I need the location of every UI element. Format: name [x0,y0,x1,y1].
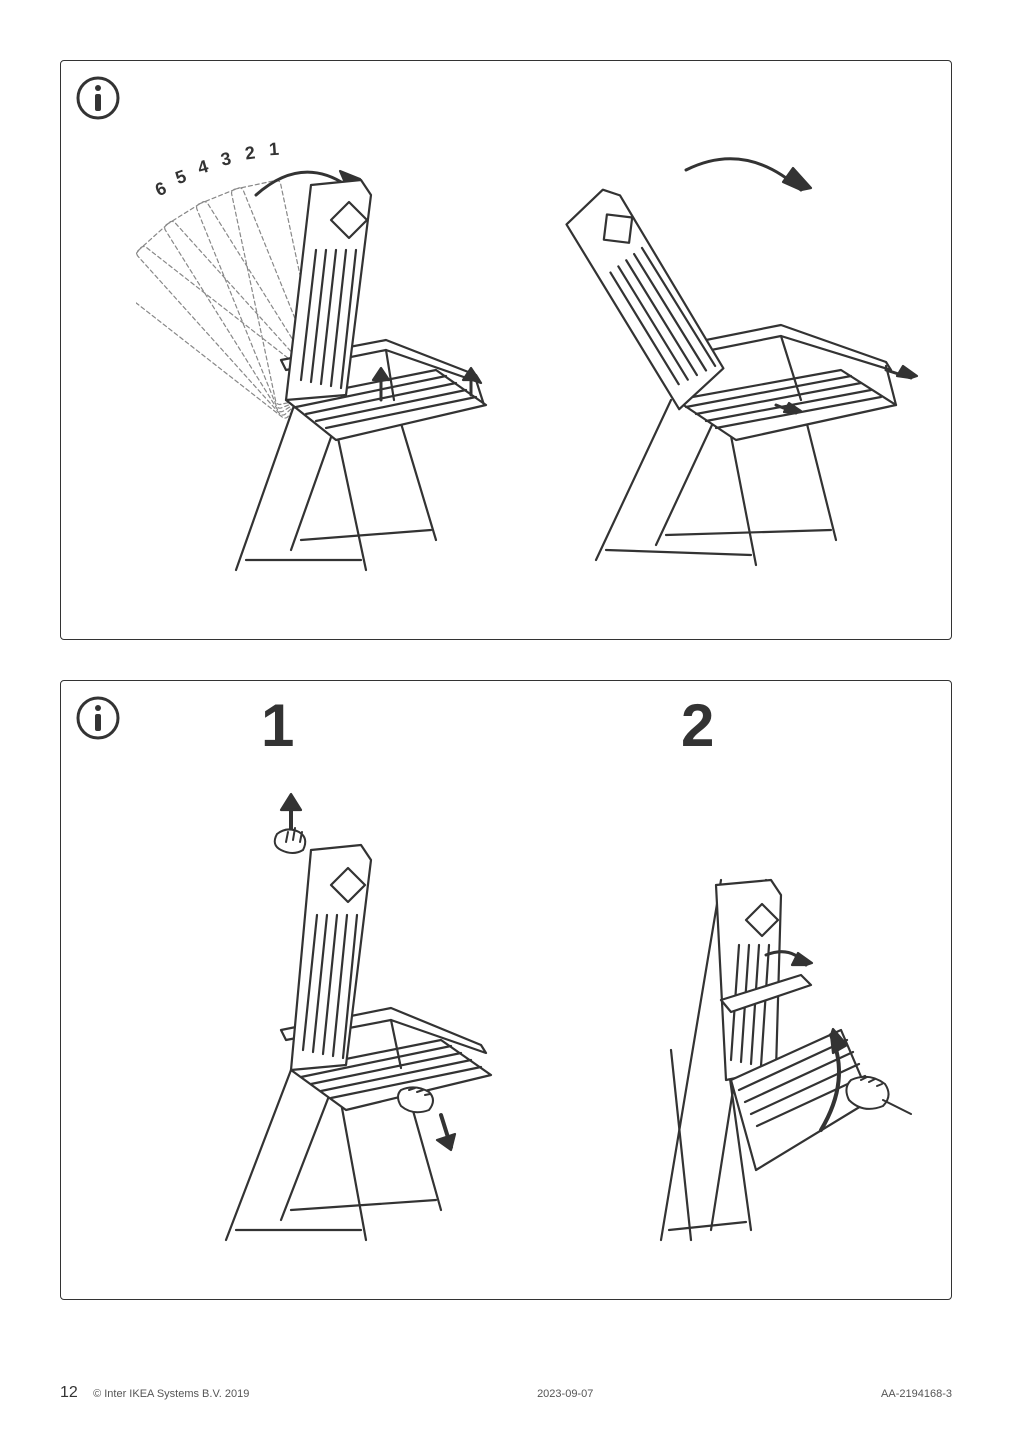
document-id: AA-2194168-3 [881,1388,952,1400]
chair-reclined-diagram [526,100,926,600]
info-panel-recline: 6 5 4 3 2 1 [60,60,952,640]
info-icon [75,695,121,746]
info-panel-fold: 1 2 [60,680,952,1300]
recline-diagram-area [131,81,931,619]
document-date: 2023-09-07 [537,1388,593,1400]
copyright-text: © Inter IKEA Systems B.V. 2019 [93,1388,249,1400]
page-footer: 12 © Inter IKEA Systems B.V. 2019 2023-0… [60,1384,952,1402]
chair-fold-step2-diagram [541,750,921,1270]
chair-fold-step1-diagram [141,750,521,1270]
chair-upright-diagram [136,100,516,600]
fold-diagram-area [131,741,931,1279]
page-number: 12 [60,1384,78,1401]
info-icon [75,75,121,126]
